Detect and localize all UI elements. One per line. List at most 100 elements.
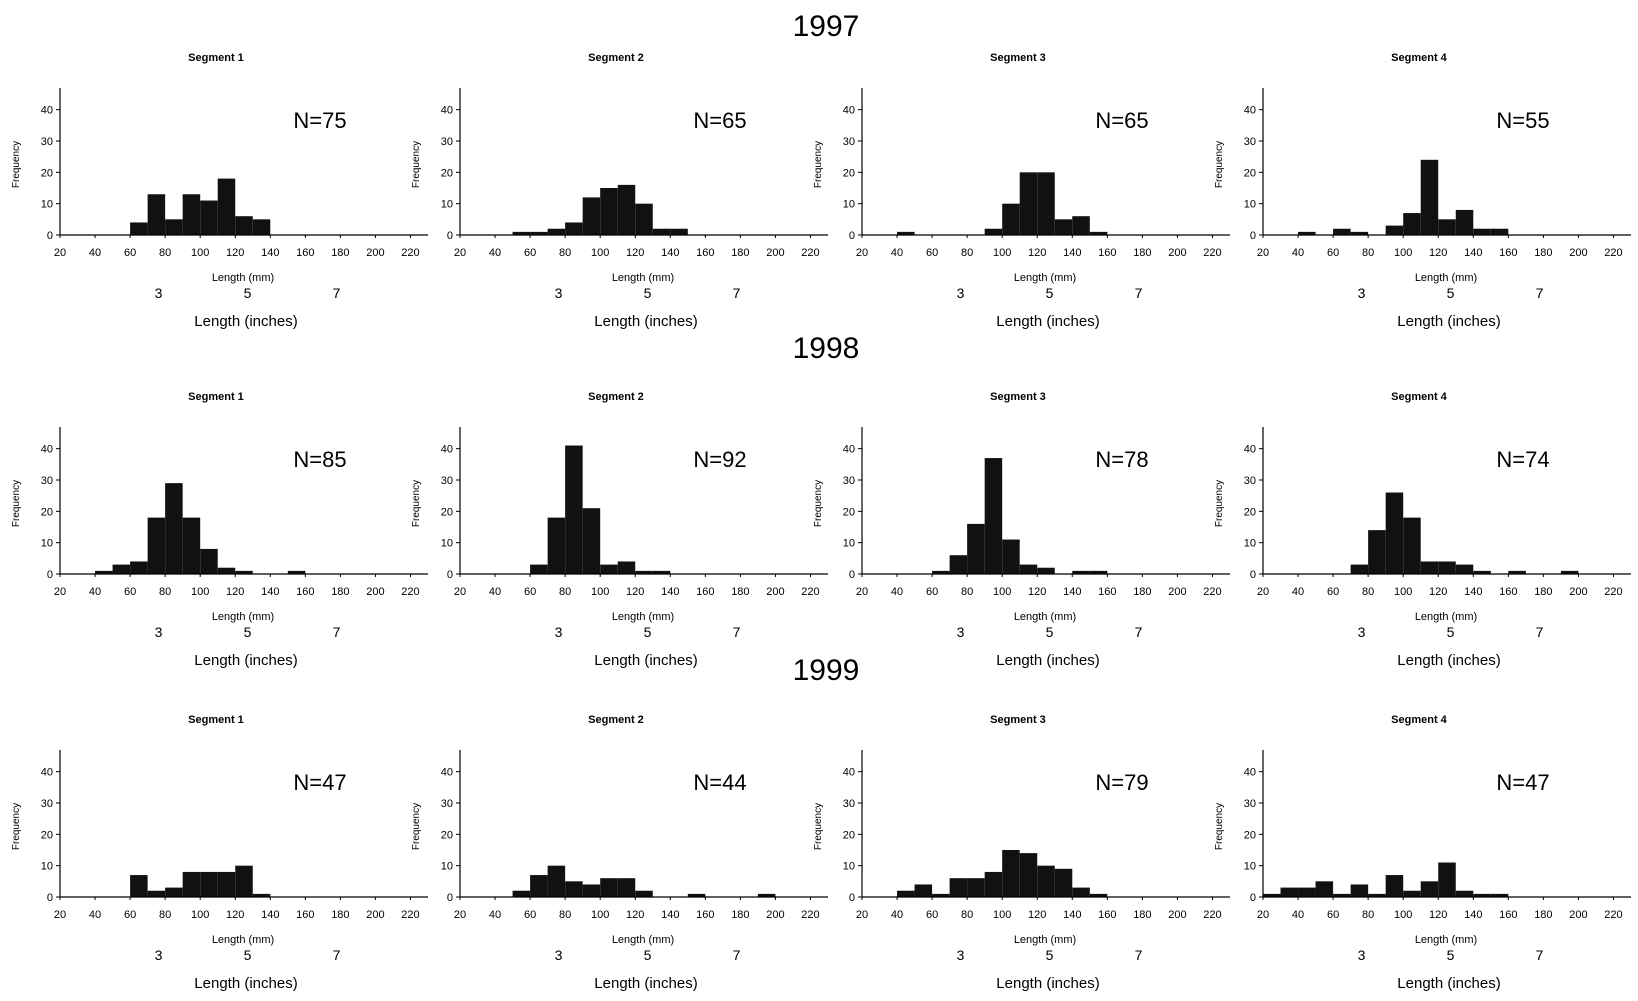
panel-1999-seg4-xtick-label-10: 220 xyxy=(1604,909,1622,921)
panel-1999-seg1-ytick-label-4: 40 xyxy=(41,767,53,779)
panel-1999-seg3-xlabel-inches: Length (inches) xyxy=(996,975,1099,992)
panel-1999-seg2-ytick-label-2: 20 xyxy=(441,829,453,841)
panel-1997-seg3-bar-4 xyxy=(1037,172,1055,235)
panel-1997-seg2-bar-0 xyxy=(512,231,531,235)
panel-1999-seg3-xtick-label-5: 120 xyxy=(1028,909,1046,921)
panel-1999-seg1-bar-7 xyxy=(252,893,271,897)
panel-1999-seg2-xtick-label-2: 60 xyxy=(524,909,536,921)
panel-1997-seg4-xtick-label-3: 80 xyxy=(1362,247,1374,259)
panel-1999-seg4-title: Segment 4 xyxy=(1391,714,1448,726)
panel-1997-seg4-bar-3 xyxy=(1385,225,1404,235)
panel-1998-seg1-bar-8 xyxy=(235,570,253,574)
panel-1998-seg4-bar-9 xyxy=(1560,570,1579,574)
panel-1997-seg3-xtick-label-6: 140 xyxy=(1063,247,1081,259)
panel-1999-seg3-xtick-label-3: 80 xyxy=(961,909,973,921)
panel-1998-seg1-ytick-label-2: 20 xyxy=(41,506,53,518)
panel-1998-seg3-xtick-label-3: 80 xyxy=(961,586,973,598)
panel-1997-seg1-xlabel-mm: Length (mm) xyxy=(212,272,274,284)
panel-1997-seg2-xtick-label-9: 200 xyxy=(766,247,784,259)
panel-1998-seg2-ytick-label-3: 30 xyxy=(441,475,453,487)
panel-1998-seg3-ytick-label-2: 20 xyxy=(843,506,855,518)
panel-1997-seg2-xlabel-mm: Length (mm) xyxy=(612,272,674,284)
panel-1999-seg2-bar-6 xyxy=(617,878,636,897)
panel-1998-seg1-xtick-label-3: 80 xyxy=(159,586,171,598)
panel-1997-seg1-xlabel-inches: Length (inches) xyxy=(194,313,297,330)
panel-1998-seg2-xtick-label-0: 20 xyxy=(454,586,466,598)
panel-1999-seg3-ylabel: Frequency xyxy=(813,803,824,850)
panel-1997-seg1-ytick-label-1: 10 xyxy=(41,199,53,211)
panel-1999-seg2-xtick-label-5: 120 xyxy=(626,909,644,921)
panel-1999-seg3-title: Segment 3 xyxy=(990,714,1046,726)
panel-1997-seg3-xtick-label-1: 40 xyxy=(891,247,903,259)
panel-1998-seg1-xlabel-mm: Length (mm) xyxy=(212,611,274,623)
panel-1998-seg3-bar-1 xyxy=(949,555,968,574)
panel-1998-seg2-ytick-label-2: 20 xyxy=(441,506,453,518)
panel-1997-seg1-xtick-label-2: 60 xyxy=(124,247,136,259)
panel-1999-seg2-inch-tick-2: 7 xyxy=(733,947,741,963)
panel-1997-seg3-xtick-label-2: 60 xyxy=(926,247,938,259)
panel-1999-seg1-xtick-label-2: 60 xyxy=(124,909,136,921)
panel-1997-seg2-xtick-label-10: 220 xyxy=(801,247,819,259)
panel-1999-seg2-bar-4 xyxy=(582,884,601,897)
panel-1999-seg1-inch-tick-0: 3 xyxy=(155,947,163,963)
panel-1998-seg3-ytick-label-3: 30 xyxy=(843,475,855,487)
panel-1997-seg1-xtick-label-9: 200 xyxy=(366,247,384,259)
panel-1998-seg4-ytick-label-1: 10 xyxy=(1244,538,1256,550)
panel-1997-seg4-inch-tick-2: 7 xyxy=(1536,285,1544,301)
panel-1998-seg3-xtick-label-0: 20 xyxy=(856,586,868,598)
panel-1997-seg2-title: Segment 2 xyxy=(588,52,644,64)
panel-1999-seg4-xtick-label-4: 100 xyxy=(1394,909,1412,921)
panel-1999-seg2-bar-2 xyxy=(547,865,566,897)
panel-1999-seg2-xtick-label-10: 220 xyxy=(801,909,819,921)
panel-1997-seg2-inch-tick-2: 7 xyxy=(733,285,741,301)
panel-1999-seg3-xtick-label-2: 60 xyxy=(926,909,938,921)
panel-1998-seg3-bar-0 xyxy=(932,570,950,574)
panel-1997-seg1-bar-1 xyxy=(147,194,166,235)
panel-1997-seg3-n-label: N=65 xyxy=(1095,108,1148,133)
panel-1997-seg3-bar-2 xyxy=(1002,203,1020,235)
panel-1997-seg3-xtick-label-8: 180 xyxy=(1133,247,1151,259)
panel-1997-seg1: Segment 1 N=75 0 10 20 30 40 Frequency 20 40 60 80 1… xyxy=(11,52,428,330)
panel-1997-seg2-ytick-label-2: 20 xyxy=(441,167,453,179)
panel-1997-seg1-bar-5 xyxy=(217,178,236,235)
panel-1997-seg4-xlabel-inches: Length (inches) xyxy=(1397,313,1500,330)
panel-1997-seg1-ytick-label-2: 20 xyxy=(41,167,53,179)
panel-1997-seg1-n-label: N=75 xyxy=(293,108,346,133)
panel-1999-seg3-inch-tick-0: 3 xyxy=(957,947,965,963)
panel-1997-seg1-ylabel: Frequency xyxy=(11,141,22,188)
panel-1998-seg4-xtick-label-2: 60 xyxy=(1327,586,1339,598)
panel-1997-seg3-ytick-label-2: 20 xyxy=(843,167,855,179)
panel-1999-seg1-n-label: N=47 xyxy=(293,770,346,795)
panel-1999-seg2-bar-5 xyxy=(600,878,618,897)
panel-1999-seg3-xtick-label-4: 100 xyxy=(993,909,1011,921)
panel-1999-seg4-ytick-label-0: 0 xyxy=(1250,892,1256,904)
panel-1998-seg2-xtick-label-3: 80 xyxy=(559,586,571,598)
panel-1997-seg1-xtick-label-8: 180 xyxy=(331,247,349,259)
panel-1997-seg4-bar-8 xyxy=(1473,228,1491,235)
panel-1998-seg1-inch-tick-0: 3 xyxy=(155,624,163,640)
panel-1999-seg1-xtick-label-9: 200 xyxy=(366,909,384,921)
panel-1997-seg1-bar-0 xyxy=(130,222,148,235)
panel-1999-seg1-bar-2 xyxy=(165,887,183,897)
panel-1998-seg2-bar-0 xyxy=(530,564,548,574)
panel-1997-seg3-xtick-label-9: 200 xyxy=(1168,247,1186,259)
panel-1997-seg4-n-label: N=55 xyxy=(1496,108,1549,133)
panel-1997-seg2-ytick-label-1: 10 xyxy=(441,199,453,211)
panel-1997-seg1-bar-6 xyxy=(235,216,253,235)
panel-1999-seg2-ylabel: Frequency xyxy=(411,803,422,850)
panel-1997-seg2-xtick-label-7: 160 xyxy=(696,247,714,259)
panel-1997-seg2-xtick-label-5: 120 xyxy=(626,247,644,259)
panel-1998-seg4-xtick-label-3: 80 xyxy=(1362,586,1374,598)
panel-1998-seg2-ytick-label-4: 40 xyxy=(441,444,453,456)
panel-1997-seg1-title: Segment 1 xyxy=(188,52,244,64)
panel-1999-seg3-ytick-label-2: 20 xyxy=(843,829,855,841)
panel-1998-seg4: Segment 4 N=74 0 10 20 30 40 Frequency 20 40 60 80 1… xyxy=(1214,391,1631,669)
panel-1999-seg3-bar-3 xyxy=(949,878,968,897)
panel-1998-seg2-xtick-label-9: 200 xyxy=(766,586,784,598)
panel-1997-seg2: Segment 2 N=65 0 10 20 30 40 Frequency 20 40 60 80 1… xyxy=(411,52,828,330)
panel-1998-seg3-title: Segment 3 xyxy=(990,391,1046,403)
panel-1997-seg3-xtick-label-0: 20 xyxy=(856,247,868,259)
panel-1999-seg2-title: Segment 2 xyxy=(588,714,644,726)
panel-1998-seg3-ytick-label-0: 0 xyxy=(849,569,855,581)
panel-1998-seg3-xtick-label-7: 160 xyxy=(1098,586,1116,598)
